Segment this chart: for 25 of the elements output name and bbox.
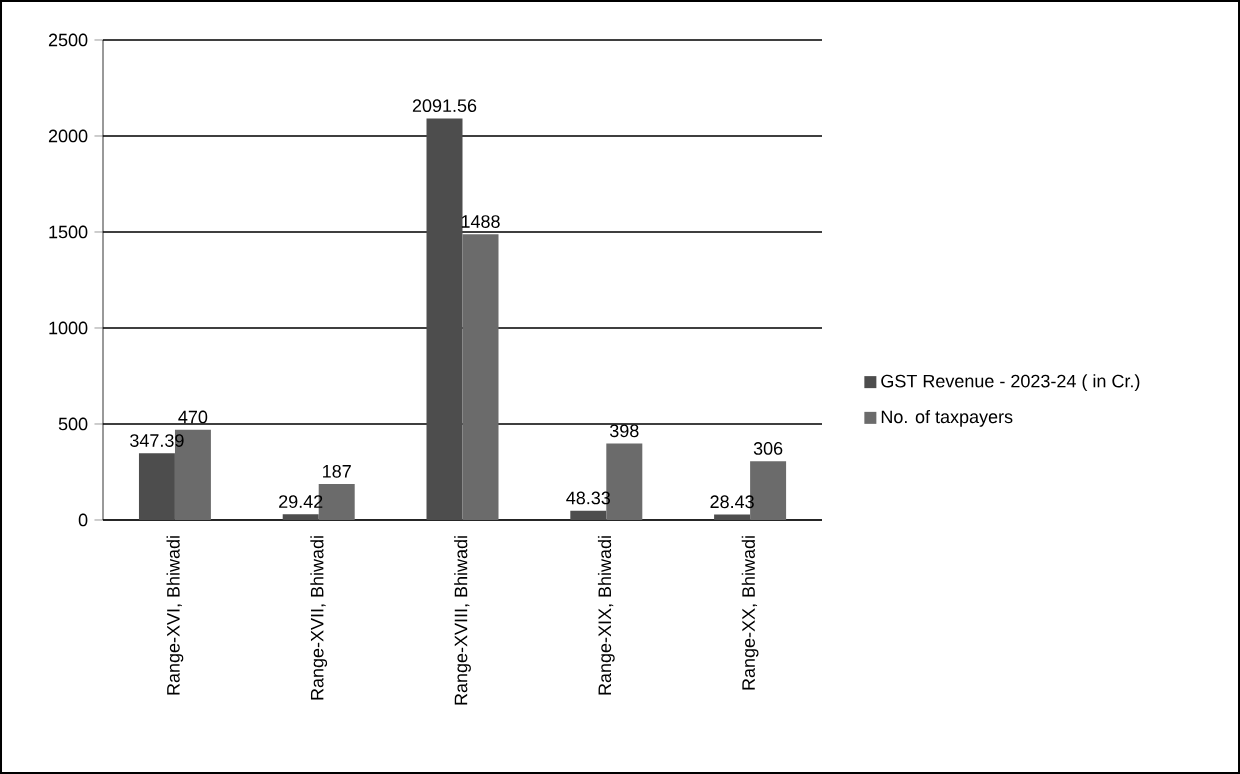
y-tick-label: 2000 xyxy=(48,129,88,143)
x-tick-label: Range-XVI, Bhiwadi xyxy=(166,536,184,695)
bar xyxy=(426,118,463,520)
y-tick-label: 1000 xyxy=(49,321,88,335)
x-tick-label: Range-XX, Bhiwadi xyxy=(741,536,759,690)
data-label: 398 xyxy=(609,424,639,438)
x-tick-label: Range-XVII, Bhiwadi xyxy=(310,536,328,700)
y-tick-label: 500 xyxy=(58,417,88,431)
data-label: 470 xyxy=(178,410,208,424)
data-label: 1488 xyxy=(461,215,500,228)
legend-label: No. of taxpayers xyxy=(881,410,1013,427)
data-label: 187 xyxy=(323,464,351,478)
y-tick-label: 0 xyxy=(78,513,88,527)
bar xyxy=(462,234,499,520)
y-tick-label: 1500 xyxy=(49,225,88,239)
bar xyxy=(714,514,751,520)
data-label: 2091.56 xyxy=(412,99,477,113)
legend-label: GST Revenue - 2023-24 ( in Cr.) xyxy=(881,374,1140,392)
data-label: 306 xyxy=(753,442,783,455)
y-tick-label: 2500 xyxy=(48,33,88,47)
x-tick-label: Range-XIX, Bhiwadi xyxy=(597,536,615,695)
bar xyxy=(570,510,607,520)
bar xyxy=(138,453,175,520)
bar xyxy=(282,514,319,520)
x-tick-label: Range-XVIII, Bhiwadi xyxy=(454,536,471,705)
